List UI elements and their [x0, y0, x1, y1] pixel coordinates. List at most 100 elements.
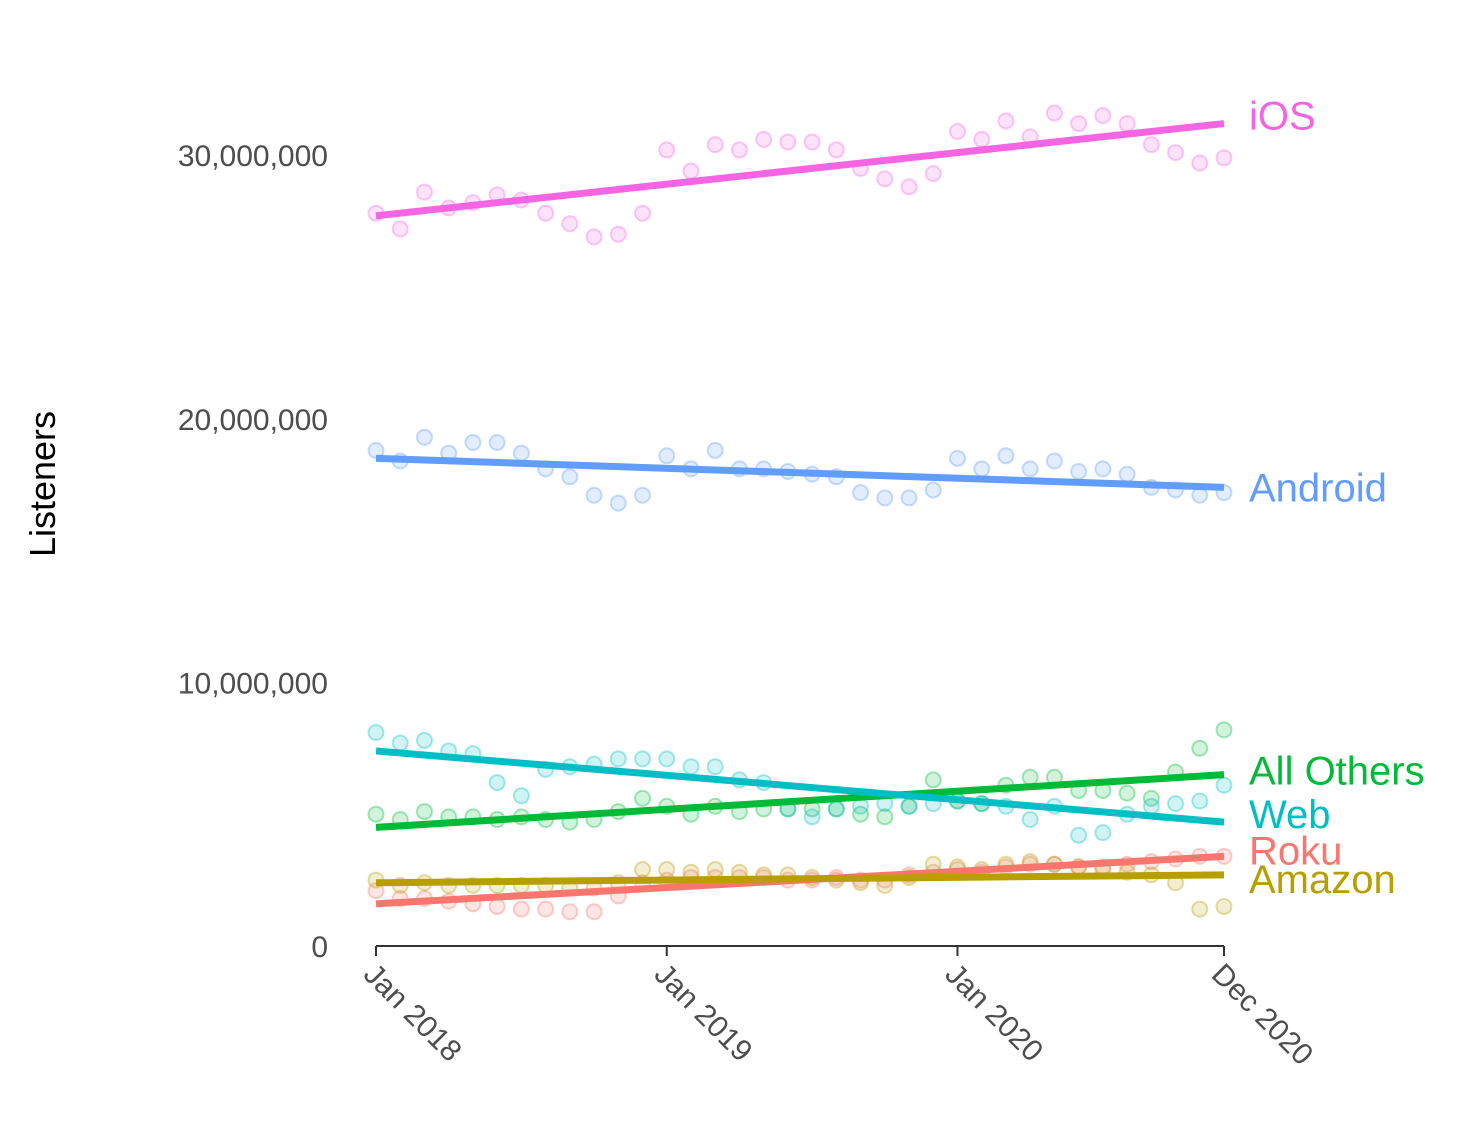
all-others-label: All Others	[1249, 750, 1425, 794]
all-others-point	[1191, 739, 1209, 757]
ios-label: iOS	[1249, 95, 1316, 139]
ios-point	[900, 178, 918, 196]
web-point	[827, 800, 845, 818]
roku-point	[512, 900, 530, 918]
x-tick-label: Jan 2019	[648, 958, 759, 1069]
android-point	[658, 447, 676, 465]
android-point	[488, 434, 506, 452]
axes-layer	[375, 945, 1225, 956]
android-point	[973, 460, 991, 478]
ios-point	[634, 204, 652, 222]
web-point	[1191, 792, 1209, 810]
all-others-point	[852, 805, 870, 823]
y-axis-title: Listeners	[22, 411, 63, 557]
all-others-point	[367, 805, 385, 823]
all-others-point	[1118, 784, 1136, 802]
all-others-point	[415, 803, 433, 821]
roku-point	[585, 903, 603, 921]
android-point	[1021, 460, 1039, 478]
web-point	[1167, 795, 1185, 813]
y-tick-labels: 0 10,000,000 20,000,000 30,000,000	[178, 140, 328, 964]
android-point	[609, 494, 627, 512]
ios-point	[1118, 115, 1136, 133]
web-point	[1142, 797, 1160, 815]
ios-point	[609, 225, 627, 243]
ios-point	[924, 165, 942, 183]
android-point	[512, 444, 530, 462]
ios-point	[755, 130, 773, 148]
web-point	[658, 750, 676, 768]
android-point	[1118, 465, 1136, 483]
web-point	[706, 758, 724, 776]
all-others-trend-line	[375, 771, 1225, 831]
amazon-point	[1191, 900, 1209, 918]
ios-point	[1215, 149, 1233, 167]
ios-point	[779, 133, 797, 151]
ios-point	[1167, 144, 1185, 162]
all-others-point	[1215, 721, 1233, 739]
roku-label: Roku	[1249, 829, 1342, 873]
ios-point	[1070, 115, 1088, 133]
android-point	[900, 489, 918, 507]
ios-point	[876, 170, 894, 188]
web-point	[512, 787, 530, 805]
android-point	[706, 441, 724, 459]
android-point	[1070, 463, 1088, 481]
web-label: Web	[1249, 793, 1331, 837]
android-point	[1094, 460, 1112, 478]
all-others-point	[1021, 768, 1039, 786]
roku-point	[367, 882, 385, 900]
android-point	[464, 434, 482, 452]
ios-point	[391, 220, 409, 238]
all-others-point	[876, 808, 894, 826]
web-point	[1070, 826, 1088, 844]
amazon-trend-line	[375, 871, 1225, 887]
web-point	[803, 808, 821, 826]
ios-point	[827, 141, 845, 159]
android-point	[924, 481, 942, 499]
android-point	[876, 489, 894, 507]
points-layer	[367, 104, 1233, 921]
web-point	[900, 797, 918, 815]
ios-point	[1045, 104, 1063, 122]
ios-point	[803, 133, 821, 151]
web-point	[1215, 776, 1233, 794]
web-point	[609, 750, 627, 768]
y-tick-label: 30,000,000	[178, 140, 328, 173]
web-point	[634, 750, 652, 768]
ios-trend-line	[375, 120, 1225, 220]
x-tick-label: Dec 2020	[1205, 958, 1319, 1072]
android-point	[1045, 452, 1063, 470]
y-tick-label: 20,000,000	[178, 404, 328, 437]
web-point	[1094, 824, 1112, 842]
ios-point	[561, 215, 579, 233]
amazon-point	[658, 861, 676, 879]
android-point	[997, 447, 1015, 465]
android-point	[367, 441, 385, 459]
roku-point	[561, 903, 579, 921]
android-label: Android	[1249, 466, 1387, 510]
ios-point	[730, 141, 748, 159]
ios-point	[682, 162, 700, 180]
amazon-label: Amazon	[1249, 858, 1396, 902]
web-point	[1021, 810, 1039, 828]
ios-point	[415, 183, 433, 201]
y-tick-label: 0	[311, 931, 328, 964]
ios-point	[537, 204, 555, 222]
amazon-point	[1215, 897, 1233, 915]
ios-point	[1142, 136, 1160, 154]
web-point	[488, 774, 506, 792]
web-point	[415, 731, 433, 749]
x-tick-label: Jan 2018	[357, 958, 468, 1069]
all-others-point	[634, 789, 652, 807]
ios-point	[948, 122, 966, 140]
android-trend-line	[375, 454, 1225, 491]
trend-layer	[375, 120, 1225, 908]
ios-point	[1191, 154, 1209, 172]
amazon-point	[634, 861, 652, 879]
x-tick-label: Jan 2020	[939, 958, 1050, 1069]
web-trend-line	[375, 747, 1225, 826]
web-point	[391, 734, 409, 752]
